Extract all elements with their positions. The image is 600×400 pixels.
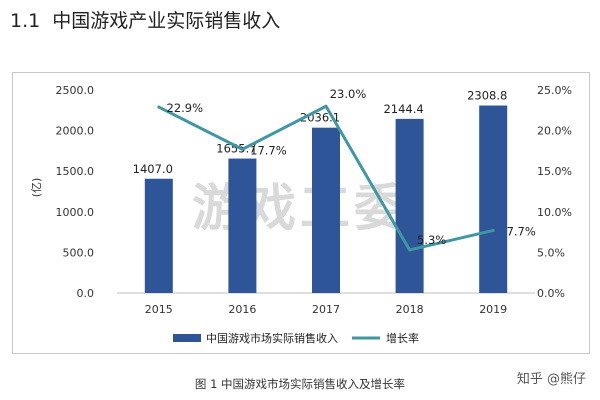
y2-tick-label: 20.0% [537,125,572,138]
growth-point [324,104,328,108]
y-tick-label: 0.0 [77,287,95,300]
y-tick-label: 2500.0 [56,84,95,97]
growth-value-label: 23.0% [330,87,367,101]
section-number: 1.1 [10,10,41,32]
bar-value-label: 1407.0 [133,162,173,176]
bar-value-label: 1655.7 [216,142,256,156]
growth-value-label: 22.9% [167,101,204,115]
chart-watermark: 游戏工委 [192,179,408,237]
y-tick-label: 500.0 [63,246,95,259]
y-axis-title: (亿) [30,178,43,198]
y2-tick-label: 15.0% [537,165,572,178]
bar [395,118,424,293]
y2-tick-label: 10.0% [537,206,572,219]
figure-caption: 图 1 中国游戏市场实际销售收入及增长率 [194,377,406,391]
growth-point [408,248,412,252]
y-tick-label: 1000.0 [56,206,95,219]
chart-frame [12,72,590,354]
bar [228,158,257,293]
x-tick-label: 2016 [228,303,256,316]
bar-value-label: 2144.4 [383,102,423,116]
bar-value-label: 2308.8 [467,89,507,103]
y-tick-label: 2000.0 [56,125,95,138]
legend-label-bars: 中国游戏市场实际销售收入 [206,331,338,345]
legend-label-line: 增长率 [386,331,419,345]
bar [479,105,508,293]
y2-tick-label: 5.0% [537,246,565,259]
x-tick-label: 2018 [396,303,424,316]
section-heading: 1.1 中国游戏产业实际销售收入 [10,6,280,33]
growth-value-label: 5.3% [417,233,446,247]
x-tick-label: 2015 [145,303,173,316]
legend-swatch-bars [173,334,201,342]
bar [312,127,340,294]
growth-point [491,228,495,232]
growth-value-label: 17.7% [250,143,287,157]
growth-point [240,147,244,151]
zhihu-credit: 知乎 @熊仔 [516,372,586,387]
y2-tick-label: 0.0% [537,287,565,300]
y-tick-label: 1500.0 [56,165,95,178]
bar [144,178,173,293]
x-tick-label: 2019 [479,303,507,316]
y2-tick-label: 25.0% [537,84,572,97]
x-tick-label: 2017 [312,303,340,316]
growth-value-label: 7.7% [507,224,536,238]
growth-point [157,105,161,109]
section-title: 中国游戏产业实际销售收入 [52,10,281,32]
